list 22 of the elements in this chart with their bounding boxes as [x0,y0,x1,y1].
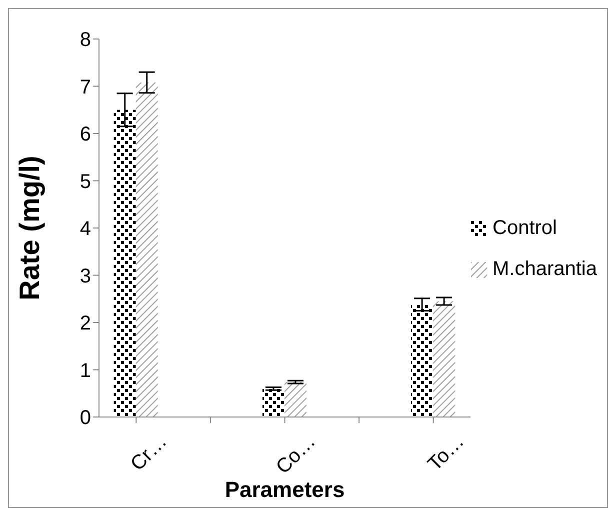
y-tick-label: 6 [80,124,91,146]
y-tick-label: 8 [80,29,91,52]
x-tick-label: Cr… [126,430,172,476]
y-tick-label: 4 [80,218,91,240]
bar [136,82,158,417]
legend-label: Control [492,217,557,240]
y-tick-label: 3 [80,265,91,288]
x-tick-label: To… [424,430,468,476]
x-axis-title: Parameters [224,477,345,502]
bar [411,304,434,417]
bar [433,301,456,417]
y-tick-label: 0 [80,407,91,430]
legend-label: M.charantia [492,258,597,281]
y-tick-label: 1 [80,360,91,382]
y-tick-label: 2 [80,312,91,335]
y-tick-label: 5 [80,170,91,193]
x-tick-label: Co… [272,430,320,478]
bar [114,110,136,417]
bar [262,388,284,417]
bar [284,382,306,417]
y-axis-title: Rate (mg/l) [14,156,45,300]
y-tick-label: 7 [80,76,91,98]
